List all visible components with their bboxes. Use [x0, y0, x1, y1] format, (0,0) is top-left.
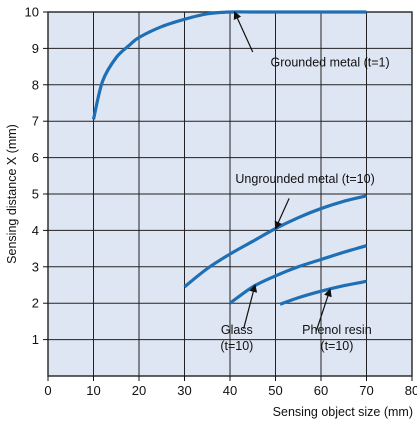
y-tick-label: 7 [32, 114, 39, 129]
y-tick-label: 9 [32, 41, 39, 56]
annotation-arrow-3 [315, 288, 332, 331]
annotation-label-0: Grounded metal (t=1) [271, 56, 390, 70]
y-tick-label: 6 [32, 150, 39, 165]
x-tick-label: 20 [132, 383, 146, 398]
series-line-3 [279, 279, 367, 306]
y-tick-label: 8 [32, 77, 39, 92]
y-tick-label: 1 [32, 332, 39, 347]
annotation-label-1: Ungrounded metal (t=10) [235, 172, 374, 186]
y-tick-label: 3 [32, 259, 39, 274]
annotation-label-line: (t=10) [220, 339, 253, 353]
series-line-0 [91, 10, 367, 120]
x-axis-title: Sensing object size (mm) [273, 405, 413, 419]
y-tick-label: 2 [32, 296, 39, 311]
annotation-label-line: Glass [221, 323, 253, 337]
y-tick-label: 4 [32, 223, 39, 238]
annotation-arrow-2 [243, 284, 258, 329]
x-tick-label: 0 [44, 383, 51, 398]
annotation-label-line: (t=10) [320, 339, 353, 353]
x-tick-label: 80 [405, 383, 417, 398]
annotation-label-2: Glass (t=10) [220, 323, 253, 353]
y-tick-label: 10 [25, 5, 39, 20]
x-tick-label: 60 [314, 383, 328, 398]
y-axis-title: Sensing distance X (mm) [5, 124, 19, 264]
x-tick-label: 40 [223, 383, 237, 398]
x-tick-label: 50 [268, 383, 282, 398]
y-tick-label: 5 [32, 187, 39, 202]
annotation-label-3: Phenol resin (t=10) [302, 323, 372, 353]
x-tick-label: 10 [86, 383, 100, 398]
annotation-label-line: Phenol resin [302, 323, 372, 337]
annotation-label-line: Grounded metal (t=1) [271, 56, 390, 70]
annotation-label-line: Ungrounded metal (t=10) [235, 172, 374, 186]
annotation-arrow-0 [233, 11, 254, 53]
annotation-arrow-1 [274, 198, 290, 230]
x-tick-label: 70 [359, 383, 373, 398]
x-tick-label: 30 [177, 383, 191, 398]
